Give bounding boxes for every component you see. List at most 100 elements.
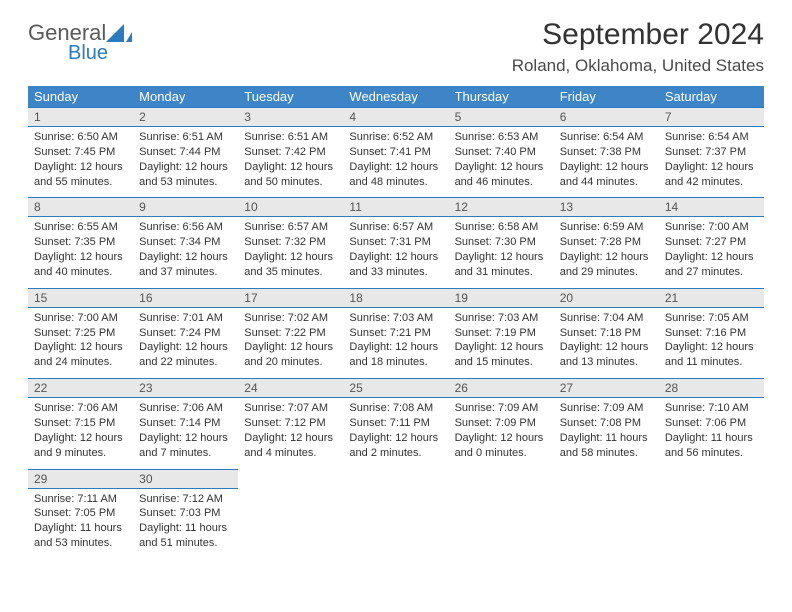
date-data-cell: Sunrise: 7:10 AMSunset: 7:06 PMDaylight:… xyxy=(659,398,764,469)
sunrise-text: Sunrise: 6:51 AM xyxy=(139,130,234,145)
day-header-friday: Friday xyxy=(554,86,659,108)
sunrise-text: Sunrise: 6:54 AM xyxy=(560,130,655,145)
date-data-cell: Sunrise: 6:57 AMSunset: 7:32 PMDaylight:… xyxy=(238,217,343,288)
date-data-cell xyxy=(343,488,448,559)
sunset-text: Sunset: 7:40 PM xyxy=(455,145,550,160)
date-data-cell: Sunrise: 7:02 AMSunset: 7:22 PMDaylight:… xyxy=(238,307,343,378)
date-data-row: Sunrise: 6:55 AMSunset: 7:35 PMDaylight:… xyxy=(28,217,764,288)
date-data-cell: Sunrise: 7:04 AMSunset: 7:18 PMDaylight:… xyxy=(554,307,659,378)
daylight-text-1: Daylight: 12 hours xyxy=(560,340,655,355)
daylight-text-2: and 48 minutes. xyxy=(349,175,444,190)
date-number-cell: 8 xyxy=(28,198,133,217)
daylight-text-1: Daylight: 12 hours xyxy=(455,250,550,265)
sunrise-text: Sunrise: 7:02 AM xyxy=(244,311,339,326)
sunset-text: Sunset: 7:18 PM xyxy=(560,326,655,341)
sunset-text: Sunset: 7:14 PM xyxy=(139,416,234,431)
date-number-cell: 30 xyxy=(133,469,238,488)
sunrise-text: Sunrise: 6:55 AM xyxy=(34,220,129,235)
daylight-text-1: Daylight: 11 hours xyxy=(665,431,760,446)
date-number-cell xyxy=(554,469,659,488)
daylight-text-1: Daylight: 12 hours xyxy=(455,160,550,175)
date-number-cell: 7 xyxy=(659,108,764,127)
sunset-text: Sunset: 7:25 PM xyxy=(34,326,129,341)
date-data-cell: Sunrise: 6:57 AMSunset: 7:31 PMDaylight:… xyxy=(343,217,448,288)
sunrise-text: Sunrise: 6:57 AM xyxy=(349,220,444,235)
sunrise-text: Sunrise: 7:00 AM xyxy=(665,220,760,235)
daylight-text-2: and 40 minutes. xyxy=(34,265,129,280)
daylight-text-2: and 35 minutes. xyxy=(244,265,339,280)
date-number-cell xyxy=(449,469,554,488)
daylight-text-1: Daylight: 12 hours xyxy=(665,250,760,265)
date-data-cell: Sunrise: 6:52 AMSunset: 7:41 PMDaylight:… xyxy=(343,127,448,198)
sunset-text: Sunset: 7:45 PM xyxy=(34,145,129,160)
daylight-text-2: and 13 minutes. xyxy=(560,355,655,370)
sunrise-text: Sunrise: 6:56 AM xyxy=(139,220,234,235)
date-number-cell: 20 xyxy=(554,288,659,307)
daylight-text-1: Daylight: 12 hours xyxy=(34,160,129,175)
date-number-cell: 12 xyxy=(449,198,554,217)
date-number-cell: 19 xyxy=(449,288,554,307)
daylight-text-1: Daylight: 12 hours xyxy=(139,160,234,175)
sunset-text: Sunset: 7:35 PM xyxy=(34,235,129,250)
date-number-cell: 16 xyxy=(133,288,238,307)
daylight-text-2: and 55 minutes. xyxy=(34,175,129,190)
date-data-cell xyxy=(659,488,764,559)
header: General Blue September 2024 Roland, Okla… xyxy=(28,18,764,76)
date-data-row: Sunrise: 7:06 AMSunset: 7:15 PMDaylight:… xyxy=(28,398,764,469)
sunset-text: Sunset: 7:32 PM xyxy=(244,235,339,250)
date-number-cell: 6 xyxy=(554,108,659,127)
sunrise-text: Sunrise: 6:58 AM xyxy=(455,220,550,235)
date-number-row: 891011121314 xyxy=(28,198,764,217)
daylight-text-2: and 27 minutes. xyxy=(665,265,760,280)
date-number-row: 15161718192021 xyxy=(28,288,764,307)
sunrise-text: Sunrise: 6:51 AM xyxy=(244,130,339,145)
day-header-wednesday: Wednesday xyxy=(343,86,448,108)
date-number-cell: 25 xyxy=(343,379,448,398)
logo-sail-icon xyxy=(106,24,132,44)
daylight-text-1: Daylight: 12 hours xyxy=(139,431,234,446)
daylight-text-2: and 58 minutes. xyxy=(560,446,655,461)
sunrise-text: Sunrise: 7:09 AM xyxy=(455,401,550,416)
date-data-cell: Sunrise: 6:54 AMSunset: 7:37 PMDaylight:… xyxy=(659,127,764,198)
daylight-text-1: Daylight: 12 hours xyxy=(349,431,444,446)
sunset-text: Sunset: 7:05 PM xyxy=(34,506,129,521)
daylight-text-2: and 53 minutes. xyxy=(139,175,234,190)
date-number-cell xyxy=(659,469,764,488)
date-data-cell xyxy=(238,488,343,559)
sunset-text: Sunset: 7:12 PM xyxy=(244,416,339,431)
daylight-text-1: Daylight: 12 hours xyxy=(349,340,444,355)
date-number-cell: 4 xyxy=(343,108,448,127)
date-data-cell xyxy=(554,488,659,559)
date-data-cell: Sunrise: 7:12 AMSunset: 7:03 PMDaylight:… xyxy=(133,488,238,559)
daylight-text-2: and 31 minutes. xyxy=(455,265,550,280)
daylight-text-1: Daylight: 12 hours xyxy=(139,340,234,355)
daylight-text-2: and 22 minutes. xyxy=(139,355,234,370)
date-data-cell: Sunrise: 6:51 AMSunset: 7:42 PMDaylight:… xyxy=(238,127,343,198)
date-number-row: 2930 xyxy=(28,469,764,488)
daylight-text-1: Daylight: 12 hours xyxy=(34,340,129,355)
date-data-cell: Sunrise: 6:56 AMSunset: 7:34 PMDaylight:… xyxy=(133,217,238,288)
sunset-text: Sunset: 7:37 PM xyxy=(665,145,760,160)
sunset-text: Sunset: 7:34 PM xyxy=(139,235,234,250)
date-data-cell: Sunrise: 7:09 AMSunset: 7:09 PMDaylight:… xyxy=(449,398,554,469)
sunrise-text: Sunrise: 7:09 AM xyxy=(560,401,655,416)
daylight-text-2: and 15 minutes. xyxy=(455,355,550,370)
location: Roland, Oklahoma, United States xyxy=(512,56,764,76)
date-data-cell: Sunrise: 7:08 AMSunset: 7:11 PMDaylight:… xyxy=(343,398,448,469)
date-number-cell: 15 xyxy=(28,288,133,307)
date-data-row: Sunrise: 7:11 AMSunset: 7:05 PMDaylight:… xyxy=(28,488,764,559)
daylight-text-1: Daylight: 12 hours xyxy=(139,250,234,265)
sunrise-text: Sunrise: 6:57 AM xyxy=(244,220,339,235)
date-number-cell: 23 xyxy=(133,379,238,398)
sunrise-text: Sunrise: 7:11 AM xyxy=(34,492,129,507)
daylight-text-1: Daylight: 12 hours xyxy=(34,250,129,265)
sunset-text: Sunset: 7:21 PM xyxy=(349,326,444,341)
date-number-cell: 9 xyxy=(133,198,238,217)
title-block: September 2024 Roland, Oklahoma, United … xyxy=(512,18,764,76)
daylight-text-2: and 46 minutes. xyxy=(455,175,550,190)
day-header-tuesday: Tuesday xyxy=(238,86,343,108)
sunrise-text: Sunrise: 7:04 AM xyxy=(560,311,655,326)
date-data-cell: Sunrise: 7:07 AMSunset: 7:12 PMDaylight:… xyxy=(238,398,343,469)
sunset-text: Sunset: 7:09 PM xyxy=(455,416,550,431)
date-data-cell: Sunrise: 6:50 AMSunset: 7:45 PMDaylight:… xyxy=(28,127,133,198)
